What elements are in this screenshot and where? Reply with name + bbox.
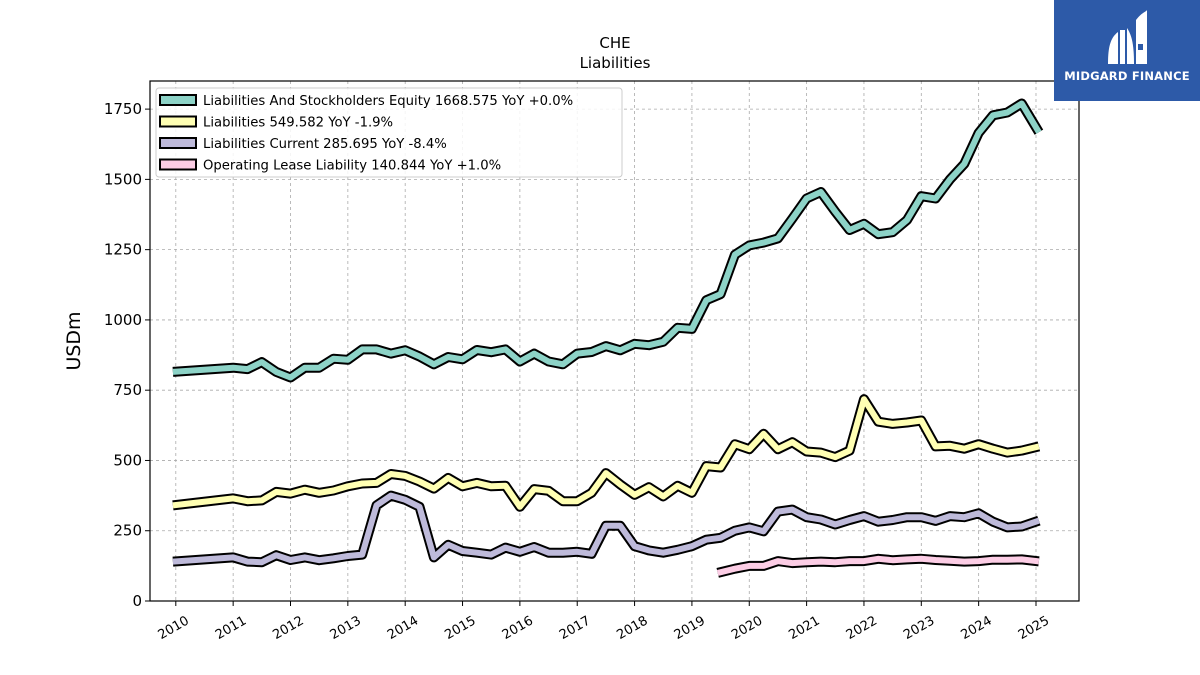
x-tick-label: 2016 — [500, 613, 536, 643]
legend-box — [155, 87, 623, 178]
y-tick-label: 1250 — [104, 241, 142, 259]
y-tick-label: 1000 — [104, 311, 142, 329]
x-tick-label: 2019 — [672, 613, 708, 643]
logo-text: MIDGARD FINANCE — [1064, 69, 1190, 83]
y-tick-label: 750 — [113, 381, 142, 399]
series-line-3 — [716, 555, 1040, 576]
x-tick-label: 2015 — [442, 613, 478, 643]
legend-swatch — [159, 115, 197, 128]
x-tick-label: 2010 — [156, 613, 192, 643]
y-axis-label: USDm — [63, 311, 85, 370]
x-tick-label: 2011 — [213, 613, 249, 643]
legend-swatch — [159, 158, 197, 171]
x-tick-label: 2014 — [385, 613, 421, 643]
chart-title: CHE — [599, 34, 630, 52]
series-layer — [172, 98, 1044, 578]
y-tick-label: 0 — [132, 592, 142, 610]
legend-swatch — [159, 137, 197, 149]
x-tick-label: 2022 — [844, 613, 880, 643]
legend: Liabilities And Stockholders Equity 1668… — [155, 87, 623, 178]
legend-label: Liabilities Current 285.695 YoY -8.4% — [203, 137, 447, 152]
y-tick-label: 500 — [113, 451, 142, 469]
x-tick-label: 2020 — [729, 613, 765, 643]
x-tick-label: 2013 — [328, 613, 364, 643]
x-tick-label: 2023 — [901, 613, 937, 643]
logo-mark-icon — [1108, 10, 1147, 64]
x-tick-label: 2012 — [270, 613, 306, 643]
series-line-1 — [172, 396, 1040, 510]
y-tick-label: 1750 — [104, 100, 142, 118]
y-tick-label: 1500 — [104, 170, 142, 188]
legend-swatch — [159, 94, 197, 106]
plot-frame — [149, 80, 1080, 602]
x-tick-label: 2025 — [1016, 613, 1052, 643]
series-line-2 — [172, 492, 1040, 566]
legend-label: Liabilities And Stockholders Equity 1668… — [203, 94, 573, 109]
midgard-finance-logo: MIDGARD FINANCE — [1054, 0, 1200, 101]
x-tick-label: 2024 — [958, 613, 994, 643]
legend-label: Liabilities 549.582 YoY -1.9% — [203, 116, 393, 131]
chart-subtitle: Liabilities — [580, 54, 651, 72]
x-tick-label: 2018 — [614, 613, 650, 643]
legend-label: Operating Lease Liability 140.844 YoY +1… — [203, 159, 501, 174]
x-tick-label: 2017 — [557, 613, 593, 643]
y-tick-label: 250 — [113, 522, 142, 540]
x-tick-label: 2021 — [786, 613, 822, 643]
series-line-0 — [172, 100, 1042, 381]
